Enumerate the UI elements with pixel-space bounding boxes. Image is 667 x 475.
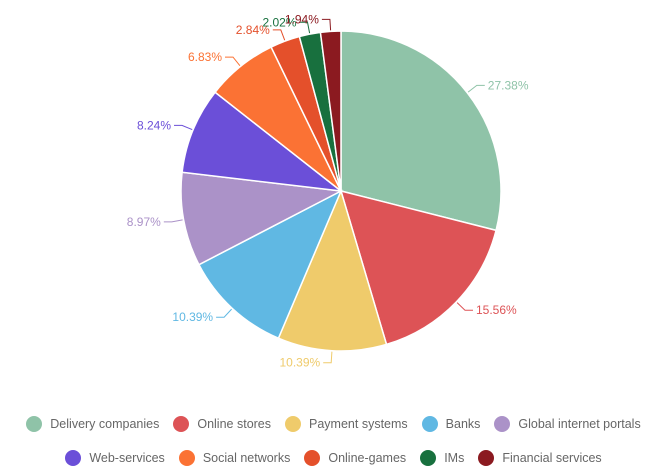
legend-swatch-icon <box>173 416 190 432</box>
leader-line-ims <box>299 21 311 34</box>
legend-swatch-icon <box>421 416 438 432</box>
legend-swatch-icon <box>285 416 302 432</box>
pie-slice-delivery-companies[interactable] <box>340 30 502 232</box>
legend-swatch-icon <box>26 416 43 432</box>
legend-label: Online-games <box>328 451 407 465</box>
legend-item-banks[interactable]: Banks <box>421 416 481 432</box>
legend-item-social-networks[interactable]: Social networks <box>178 450 291 466</box>
slice-label-global-internet-portals: 8.97% <box>127 215 161 229</box>
leader-line-banks <box>216 308 232 318</box>
legend-label: Social networks <box>202 451 291 465</box>
slice-label-delivery-companies: 27.38% <box>488 78 529 92</box>
slice-label-ims: 2.02% <box>262 15 296 29</box>
legend-item-delivery-companies[interactable]: Delivery companies <box>26 416 159 432</box>
legend-swatch-icon <box>420 450 437 466</box>
slice-label-social-networks: 6.83% <box>188 50 222 64</box>
leader-line-payment-systems <box>323 351 333 364</box>
legend-item-financial-services[interactable]: Financial services <box>478 450 602 466</box>
legend-swatch-icon <box>478 450 495 466</box>
pie-slice-online-stores[interactable] <box>339 189 497 346</box>
slice-label-payment-systems: 10.39% <box>279 356 320 370</box>
slice-labels: 27.38% 15.56% 10.39% 10.39% 8.97% 8.24% 6.83% 2… <box>127 12 529 369</box>
pie-slice-web-services[interactable] <box>181 91 344 193</box>
leader-line-delivery-companies <box>467 84 485 93</box>
legend-swatch-icon <box>65 450 82 466</box>
pie-chart: 27.38% 15.56% 10.39% 10.39% 8.97% 8.24% 6.83% 2… <box>127 12 529 369</box>
leader-line-online-games <box>272 29 286 41</box>
slice-label-banks: 10.39% <box>172 310 213 324</box>
legend-item-online-games[interactable]: Online-games <box>304 450 406 466</box>
slice-label-online-stores: 15.56% <box>476 303 517 317</box>
slice-label-online-games: 2.84% <box>236 23 270 37</box>
legend-label: Online stores <box>197 417 272 431</box>
legend-label: Global internet portals <box>518 417 641 431</box>
legend-item-global-internet-portals[interactable]: Global internet portals <box>494 416 641 432</box>
legend-swatch-icon <box>494 416 511 432</box>
leader-line-social-networks <box>225 56 241 67</box>
pie-slice-payment-systems[interactable] <box>277 188 388 352</box>
leader-line-online-stores <box>456 302 473 311</box>
pie-slice-banks[interactable] <box>197 189 343 340</box>
pie-slice-financial-services[interactable] <box>319 30 342 192</box>
pie-slice-global-internet-portals[interactable] <box>180 171 344 266</box>
legend-item-ims[interactable]: IMs <box>420 450 464 466</box>
slice-label-web-services: 8.24% <box>137 118 171 132</box>
leader-line-global-internet-portals <box>163 219 183 223</box>
legend-item-web-services[interactable]: Web-services <box>65 450 165 466</box>
legend-label: Payment systems <box>309 417 408 431</box>
leader-line-web-services <box>174 124 193 131</box>
legend-label: IMs <box>444 451 465 465</box>
pie-slices <box>180 30 502 352</box>
slice-label-financial-services: 1.94% <box>285 12 319 26</box>
legend-swatch-icon <box>304 450 321 466</box>
legend-row-2: Web-services Social networks Online-games I… <box>0 450 667 466</box>
legend-label: Financial services <box>502 451 602 465</box>
leader-line-financial-services <box>321 18 332 31</box>
label-leader-lines <box>163 18 485 364</box>
legend-row-1: Delivery companies Online stores Payment s… <box>0 416 667 432</box>
legend-label: Web-services <box>89 451 165 465</box>
legend-label: Banks <box>445 417 481 431</box>
legend-label: Delivery companies <box>50 417 160 431</box>
legend-item-payment-systems[interactable]: Payment systems <box>285 416 408 432</box>
legend-item-online-stores[interactable]: Online stores <box>173 416 271 432</box>
legend-swatch-icon <box>178 450 195 466</box>
